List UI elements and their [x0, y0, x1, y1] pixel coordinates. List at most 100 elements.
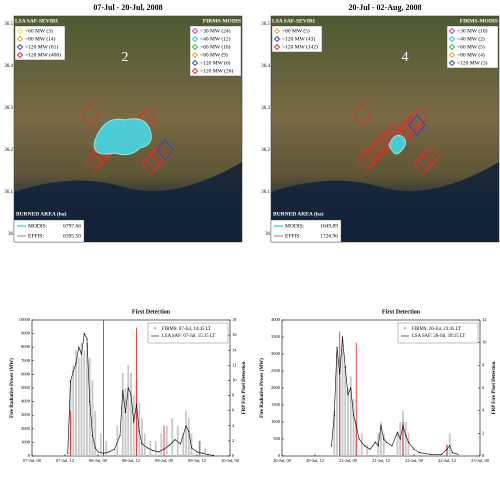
line-point [80, 353, 83, 355]
legend-symbol [273, 43, 281, 51]
fire-pixel [409, 106, 429, 130]
fire-pixel [376, 129, 396, 153]
bar [70, 410, 71, 456]
lat-label: 36.2 [261, 148, 270, 153]
legend-label: <80 MW (14) [25, 35, 56, 42]
burned-label: EFFIS: [285, 233, 301, 239]
lat-label: 36 [8, 232, 14, 237]
fire-pixel [368, 137, 388, 161]
y-tick-label: 9000 [21, 331, 31, 336]
y2-tick-label: 2 [232, 438, 234, 443]
lat-label: 36.4 [261, 64, 270, 69]
lat-label: 36.3 [4, 106, 13, 111]
line-point [207, 454, 209, 456]
bar [72, 365, 75, 456]
legend-symbol [273, 35, 281, 43]
line-point [141, 443, 143, 445]
bar [88, 357, 91, 456]
bar [165, 425, 168, 456]
line-point [72, 371, 74, 373]
line-point [399, 438, 401, 440]
legend-symbol [448, 51, 456, 59]
bar [136, 327, 137, 456]
line-point [339, 373, 341, 375]
fire-pixel [149, 144, 169, 168]
y-axis-label: Fire Radiative Power (MW) [10, 358, 15, 418]
bar [446, 444, 448, 456]
line-point [97, 451, 99, 453]
line-point [138, 430, 140, 433]
bar [160, 433, 163, 456]
fire-pixel [413, 152, 433, 176]
x-tick-label: 07-Jul, 12 [56, 458, 74, 464]
y-tick-label: 0 [28, 453, 31, 458]
line-point [369, 448, 371, 450]
y2-tick-label: 4 [232, 423, 235, 428]
legend-symbol [273, 27, 281, 35]
x-tick-label: 07-Jul, 00 [23, 458, 42, 464]
y2-tick-label: 6 [232, 408, 235, 413]
line-point [94, 447, 96, 449]
legend-label: <120 MW (3) [457, 59, 488, 66]
bar [336, 354, 338, 456]
line-point [440, 453, 443, 455]
line-point [407, 441, 410, 443]
bar [171, 418, 174, 456]
burned-label: MODIS: [285, 223, 305, 229]
legend-label: <60 MW (5) [457, 43, 485, 50]
y2-tick-label: 10 [482, 340, 487, 345]
x-tick-label: 08-Jul, 00 [89, 458, 108, 464]
y2-tick-label: 8 [232, 393, 235, 398]
bar [105, 440, 108, 456]
y2-tick-label: 10 [232, 377, 237, 382]
burned-value: 1649.89 [320, 223, 338, 229]
x-tick-label: 22-Jul, 12 [438, 458, 456, 464]
line-point [157, 451, 160, 453]
line-point [358, 438, 360, 440]
x-tick-label: 20-Jul, 00 [273, 458, 292, 464]
bar [99, 433, 102, 456]
y2-tick-label: 6 [482, 385, 485, 390]
legend-label: <60 MW (10) [200, 43, 231, 50]
legend-symbol [16, 43, 24, 51]
fire-pixel [84, 149, 104, 173]
legend-label: <80 MW (5) [282, 27, 310, 34]
legend-label: >120 MW (408) [25, 51, 61, 58]
line-point [457, 453, 459, 455]
x-tick-label: 09-Jul, 00 [155, 458, 174, 464]
line-point [179, 443, 182, 445]
bar [347, 388, 349, 456]
line-point [133, 421, 135, 423]
bar [154, 440, 157, 456]
line-point [86, 338, 88, 340]
y-tick-label: 8000 [21, 344, 31, 349]
y-tick-label: 5000 [21, 385, 31, 390]
line-point [350, 387, 352, 389]
line-point [396, 431, 399, 433]
y2-tick-label: 16 [232, 332, 237, 337]
line-point [130, 394, 132, 396]
bar [132, 395, 135, 456]
line-point [344, 367, 346, 369]
line-point [119, 435, 121, 437]
burned-value: 6395.50 [63, 233, 81, 239]
legend-symbol [16, 51, 24, 59]
legend-symbol: * [154, 327, 157, 333]
line-point [69, 380, 72, 382]
y-tick-label: 2500 [271, 368, 281, 373]
x-tick-label: 22-Jul, 00 [405, 458, 424, 464]
y2-tick-label: 2 [482, 430, 484, 435]
line-point [75, 362, 77, 365]
legend-symbol [191, 27, 199, 35]
y2-tick-label: 14 [232, 347, 237, 352]
legend-label: <120 MW (6) [200, 59, 231, 66]
bar [130, 372, 132, 456]
legend-title: LSA SAF-SEVIRI [272, 18, 315, 24]
lat-label: 36.2 [4, 148, 13, 153]
legend-label: <80 MW (4) [457, 51, 485, 58]
map-title: 07-Jul - 20-Jul, 2008 [93, 3, 162, 12]
legend-symbol [191, 35, 199, 43]
lat-label: 36.1 [4, 190, 13, 195]
fire-pixel [80, 103, 100, 127]
